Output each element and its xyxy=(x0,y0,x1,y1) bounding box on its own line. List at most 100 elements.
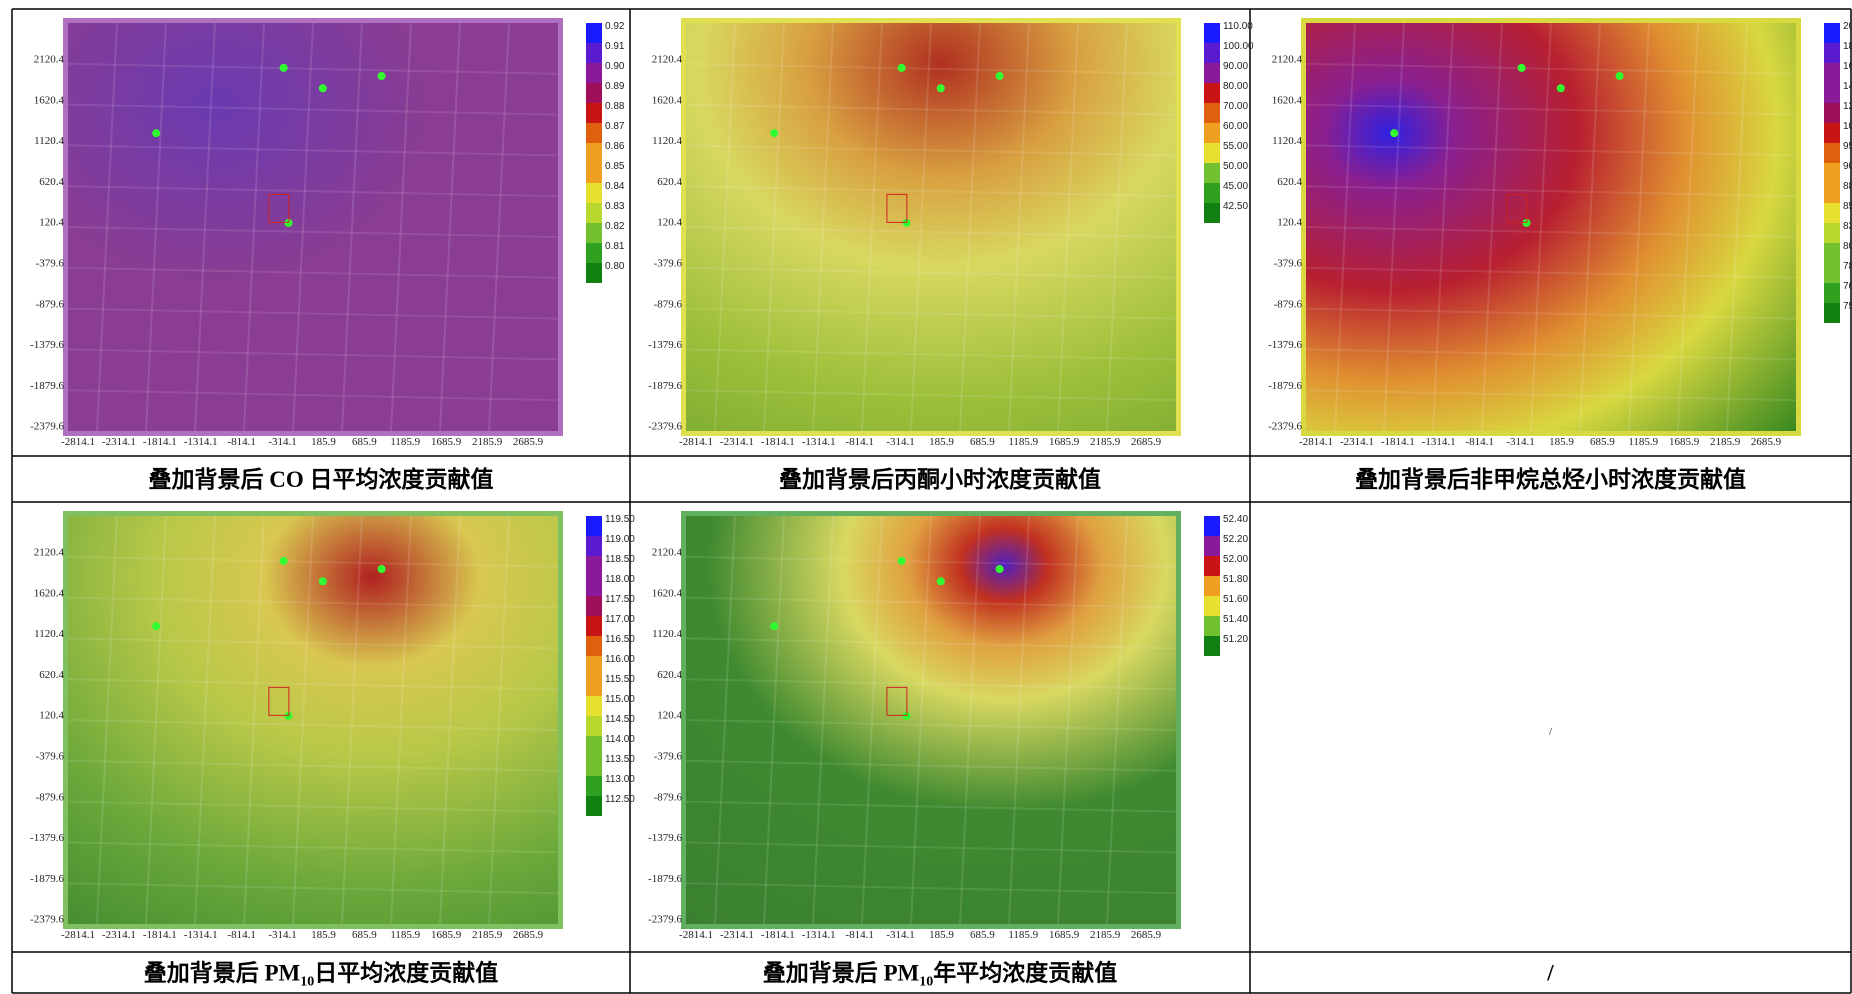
y-tick-label: -1379.6 xyxy=(648,832,682,844)
legend-label: 760.0 xyxy=(1843,281,1852,292)
source-marker xyxy=(770,622,778,630)
legend-label: 52.20 xyxy=(1223,534,1248,545)
x-tick-label: -814.1 xyxy=(227,436,255,448)
legend-swatch xyxy=(586,23,602,43)
legend-swatch xyxy=(1204,596,1220,616)
legend-label: 50.00 xyxy=(1223,161,1248,172)
y-tick-label: 2120.4 xyxy=(652,53,683,65)
y-tick-label: 2120.4 xyxy=(1272,53,1303,65)
x-tick-label: 1185.9 xyxy=(390,436,420,448)
x-tick-label: -2314.1 xyxy=(720,929,754,941)
legend-swatch xyxy=(586,796,602,816)
legend-swatch xyxy=(586,223,602,243)
y-tick-label: -879.6 xyxy=(654,298,683,310)
legend-swatch xyxy=(1824,183,1840,203)
legend-swatch xyxy=(1824,43,1840,63)
source-marker xyxy=(996,565,1004,573)
legend-swatch xyxy=(1204,576,1220,596)
x-tick-label: -314.1 xyxy=(886,436,914,448)
map xyxy=(1306,23,1796,431)
x-tick-label: 2685.9 xyxy=(1751,436,1782,448)
legend-label: 780.0 xyxy=(1843,261,1852,272)
y-tick-label: 1120.4 xyxy=(34,628,64,640)
y-tick-label: -2379.6 xyxy=(30,914,64,926)
source-marker xyxy=(280,64,288,72)
source-marker xyxy=(937,577,945,585)
caption-part: / xyxy=(1546,961,1554,986)
y-tick-label: 2120.4 xyxy=(652,546,683,558)
x-tick-label: 685.9 xyxy=(1590,436,1615,448)
legend-label: 100.00 xyxy=(1223,41,1254,52)
x-tick-label: 2685.9 xyxy=(513,436,544,448)
x-tick-label: 685.9 xyxy=(352,436,377,448)
legend-swatch xyxy=(1204,143,1220,163)
legend-label: 830.0 xyxy=(1843,221,1852,232)
x-tick-label: 1685.9 xyxy=(431,929,462,941)
y-tick-label: 1620.4 xyxy=(34,587,65,599)
x-tick-label: 185.9 xyxy=(311,436,336,448)
x-tick-label: -2314.1 xyxy=(102,929,136,941)
x-tick-label: 185.9 xyxy=(929,929,954,941)
legend-label: 51.20 xyxy=(1223,634,1248,645)
y-tick-label: 2120.4 xyxy=(34,546,65,558)
y-tick-label: -379.6 xyxy=(1274,257,1303,269)
legend-swatch xyxy=(586,556,602,576)
y-tick-label: 620.4 xyxy=(39,176,64,188)
x-tick-label: -2814.1 xyxy=(679,929,713,941)
legend-swatch xyxy=(1204,183,1220,203)
legend-label: 0.92 xyxy=(605,21,625,32)
legend-label: 1200.0 xyxy=(1843,101,1852,112)
legend-label: 118.50 xyxy=(605,554,635,565)
y-tick-label: -1879.6 xyxy=(30,380,64,392)
caption-part: 日平均浓度贡献值 xyxy=(314,960,498,986)
legend-swatch xyxy=(586,616,602,636)
legend-swatch xyxy=(1204,536,1220,556)
legend-swatch xyxy=(586,536,602,556)
x-tick-label: -2314.1 xyxy=(1340,436,1374,448)
caption-part: 叠加背景后非甲烷总烃小时浓度贡献值 xyxy=(1355,466,1746,492)
legend-swatch xyxy=(1204,103,1220,123)
y-tick-label: -1379.6 xyxy=(648,339,682,351)
legend-label: 114.50 xyxy=(605,714,635,725)
legend-swatch xyxy=(586,776,602,796)
y-tick-label: 120.4 xyxy=(657,710,682,722)
legend-swatch xyxy=(1824,143,1840,163)
legend-label: 116.50 xyxy=(605,634,635,645)
legend-swatch xyxy=(586,636,602,656)
legend-label: 110.00 xyxy=(1223,21,1253,32)
y-tick-label: -1879.6 xyxy=(30,873,64,885)
legend-swatch xyxy=(1204,63,1220,83)
legend-swatch xyxy=(586,203,602,223)
caption-part: 年平均浓度贡献值 xyxy=(933,960,1117,986)
y-tick-label: -879.6 xyxy=(36,298,65,310)
legend-label: 0.91 xyxy=(605,41,625,52)
legend-swatch xyxy=(1204,123,1220,143)
legend-label: 112.50 xyxy=(605,794,635,805)
map xyxy=(686,516,1176,924)
x-tick-label: -2314.1 xyxy=(102,436,136,448)
legend-swatch xyxy=(586,163,602,183)
legend-swatch xyxy=(586,83,602,103)
legend-swatch xyxy=(586,736,602,756)
legend-label: 55.00 xyxy=(1223,141,1248,152)
x-tick-label: 2685.9 xyxy=(513,929,544,941)
x-tick-label: -814.1 xyxy=(845,436,873,448)
legend-label: 52.40 xyxy=(1223,514,1248,525)
x-tick-label: 1685.9 xyxy=(431,436,462,448)
y-tick-label: 620.4 xyxy=(657,176,682,188)
legend-label: 850.0 xyxy=(1843,201,1852,212)
y-tick-label: -2379.6 xyxy=(30,421,64,433)
legend-label: 950.0 xyxy=(1843,141,1852,152)
y-tick-label: -379.6 xyxy=(654,750,683,762)
legend-label: 113.00 xyxy=(605,774,635,785)
x-tick-label: 1685.9 xyxy=(1669,436,1700,448)
x-tick-label: 1185.9 xyxy=(1628,436,1658,448)
legend-swatch xyxy=(586,676,602,696)
legend-label: 0.81 xyxy=(605,241,625,252)
legend-label: 0.86 xyxy=(605,141,625,152)
legend-swatch xyxy=(586,243,602,263)
y-tick-label: -879.6 xyxy=(1274,298,1303,310)
y-tick-label: 1620.4 xyxy=(1272,94,1303,106)
source-marker xyxy=(1390,129,1398,137)
legend-label: 0.80 xyxy=(605,261,625,272)
